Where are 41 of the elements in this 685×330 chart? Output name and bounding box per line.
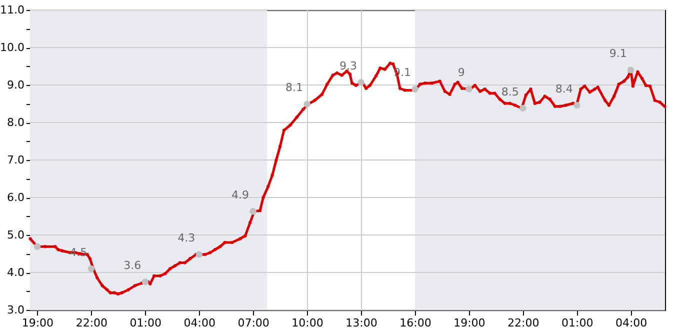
y-tick-label: 7.0 bbox=[7, 154, 24, 166]
x-tick-label: 01:00 bbox=[562, 316, 594, 330]
y-tick-label: 3.0 bbox=[7, 304, 24, 316]
point bbox=[466, 86, 472, 92]
annotation: 9 bbox=[458, 66, 465, 80]
point bbox=[304, 100, 310, 108]
point bbox=[412, 86, 418, 92]
point bbox=[358, 79, 364, 86]
y-tick-label: 10.0 bbox=[0, 41, 24, 54]
annotation: 8.1 bbox=[286, 81, 304, 94]
x-tick-label: 04:00 bbox=[615, 316, 648, 330]
x-tick-label: 10:00 bbox=[292, 316, 324, 330]
point bbox=[574, 102, 580, 109]
point bbox=[142, 278, 148, 286]
annotation: 9.3 bbox=[339, 59, 357, 72]
point bbox=[520, 104, 526, 112]
point bbox=[196, 251, 202, 258]
annotation: 3.6 bbox=[124, 258, 142, 272]
point bbox=[88, 265, 95, 272]
x-tick-label: 22:00 bbox=[508, 316, 540, 330]
y-tick-label: 4.0 bbox=[7, 266, 24, 279]
x-tick-label: 04:00 bbox=[184, 316, 216, 330]
annotation: 4.9 bbox=[232, 188, 250, 202]
y-tick-label: 8.0 bbox=[7, 116, 24, 129]
annotation: 4.3 bbox=[178, 232, 196, 244]
y-tick-label: 6.0 bbox=[7, 191, 24, 204]
y-tick-label: 5.0 bbox=[7, 228, 24, 242]
x-tick-label: 19:00 bbox=[22, 316, 54, 330]
y-tick-label: 9.0 bbox=[7, 78, 24, 92]
x-tick-label: 07:00 bbox=[238, 316, 270, 330]
x-tick-label: 19:00 bbox=[454, 316, 486, 330]
annotation: 9.1 bbox=[609, 47, 627, 60]
annotation: 8.5 bbox=[501, 85, 519, 98]
annotation: 4.5 bbox=[70, 246, 88, 259]
x-tick-label: 13:00 bbox=[346, 316, 378, 330]
point bbox=[250, 208, 256, 215]
x-tick-label: 16:00 bbox=[400, 316, 432, 330]
annotation: 8.4 bbox=[555, 82, 573, 96]
x-tick-label: 22:00 bbox=[76, 316, 108, 330]
x-tick-label: 01:00 bbox=[130, 316, 162, 330]
y-tick-label: 11.0 bbox=[0, 4, 24, 16]
